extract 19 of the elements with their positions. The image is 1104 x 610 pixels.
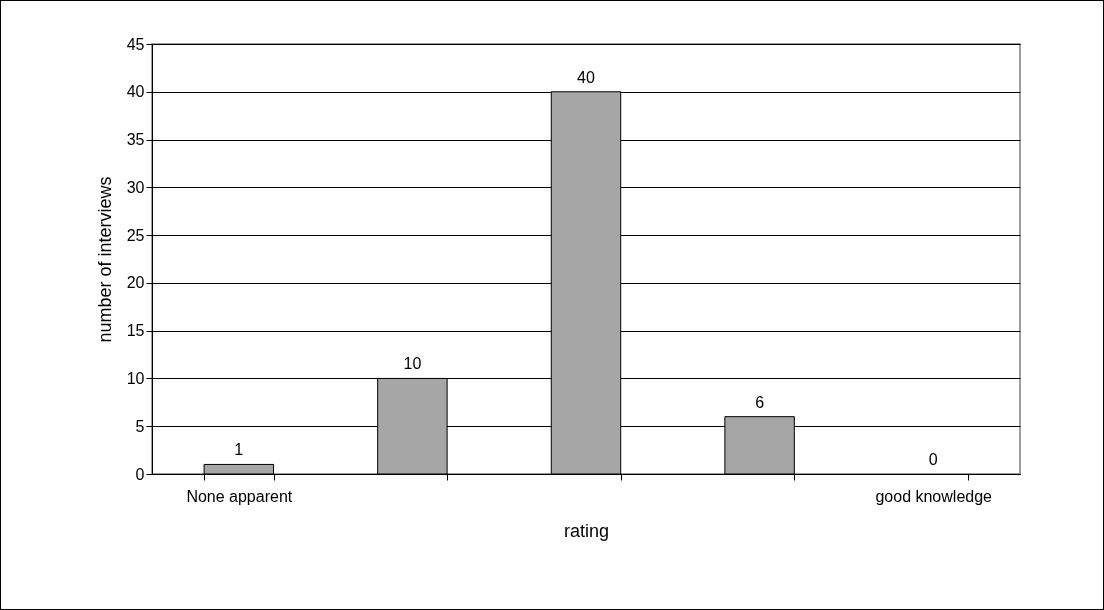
x-axis-title: rating: [563, 520, 610, 541]
y-axis-title: number of interviews: [94, 176, 115, 343]
x-tick-label: good knowledge: [875, 487, 993, 505]
y-tick-label: 45: [126, 35, 145, 53]
y-tick-label: 20: [126, 274, 145, 292]
y-tick-label: 15: [126, 322, 145, 340]
data-label: 6: [755, 393, 765, 411]
data-label: 0: [928, 451, 938, 468]
y-tick-label: 30: [126, 178, 145, 196]
y-tick-label: 40: [126, 83, 145, 101]
y-tick-label: 5: [135, 417, 145, 435]
y-tick-label: 0: [135, 465, 145, 483]
data-label: 10: [403, 355, 422, 373]
data-label: 40: [577, 68, 595, 86]
y-tick-label: 35: [126, 131, 145, 149]
data-label: 1: [234, 441, 244, 459]
y-tick-label: 10: [126, 369, 145, 387]
y-tick-label: 25: [126, 226, 145, 244]
x-tick-label: None apparent: [186, 487, 293, 505]
